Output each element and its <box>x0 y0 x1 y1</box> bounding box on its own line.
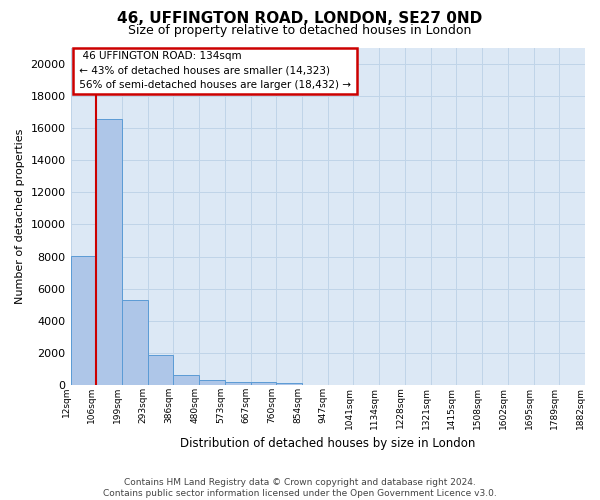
Bar <box>251 382 277 385</box>
Text: 46, UFFINGTON ROAD, LONDON, SE27 0ND: 46, UFFINGTON ROAD, LONDON, SE27 0ND <box>118 11 482 26</box>
X-axis label: Distribution of detached houses by size in London: Distribution of detached houses by size … <box>180 437 475 450</box>
Y-axis label: Number of detached properties: Number of detached properties <box>15 128 25 304</box>
Bar <box>122 300 148 385</box>
Text: Size of property relative to detached houses in London: Size of property relative to detached ho… <box>128 24 472 37</box>
Bar <box>148 356 173 385</box>
Bar <box>71 256 96 385</box>
Bar <box>96 119 122 385</box>
Text: 46 UFFINGTON ROAD: 134sqm  
 ← 43% of detached houses are smaller (14,323) 
 56%: 46 UFFINGTON ROAD: 134sqm ← 43% of detac… <box>76 51 354 90</box>
Bar <box>173 374 199 385</box>
Bar <box>199 380 225 385</box>
Bar <box>225 382 251 385</box>
Bar <box>277 383 302 385</box>
Text: Contains HM Land Registry data © Crown copyright and database right 2024.
Contai: Contains HM Land Registry data © Crown c… <box>103 478 497 498</box>
